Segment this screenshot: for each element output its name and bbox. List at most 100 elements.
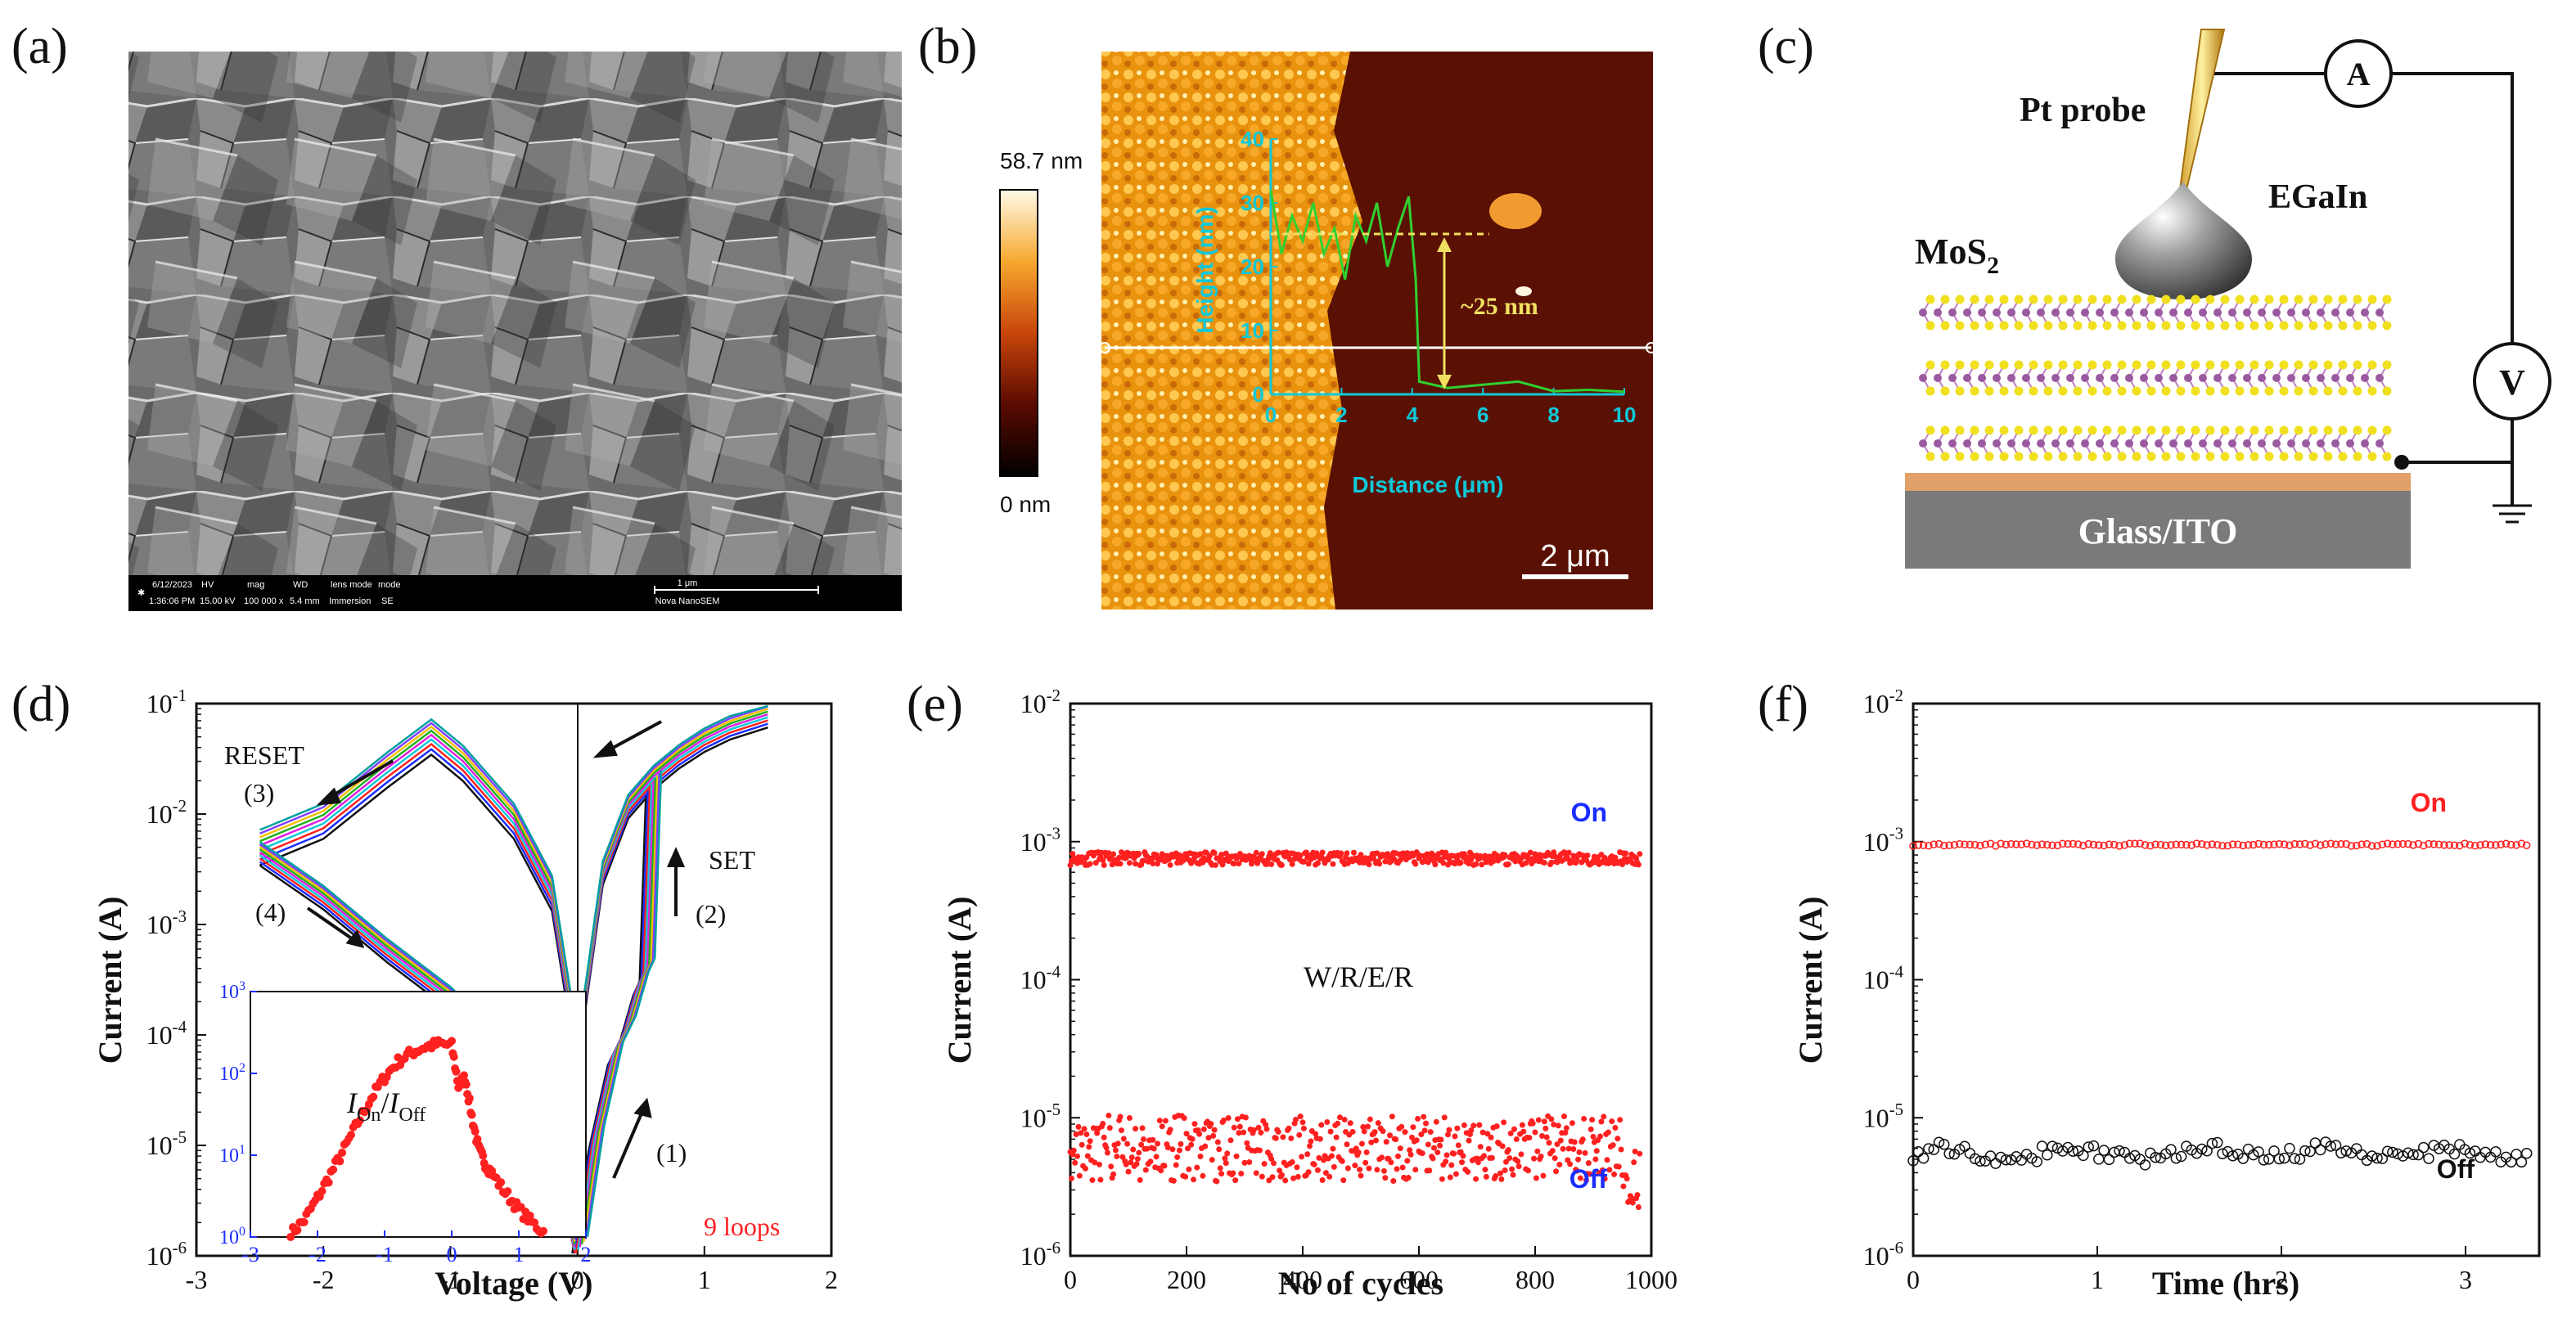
iv-curve-loop-5 (259, 733, 576, 1036)
s-atom (1955, 452, 1965, 461)
afm-profile-end (1646, 342, 1657, 353)
off-point (1454, 1125, 1461, 1131)
on-point (1211, 849, 1218, 856)
off-point (2170, 1152, 2182, 1164)
sem-databar (128, 575, 902, 611)
off-point (1161, 1163, 1168, 1169)
on-point (2398, 839, 2407, 848)
s-atom (2073, 425, 2083, 435)
y-tick-label: 10-6 (1020, 1239, 1061, 1271)
off-point (1563, 1125, 1569, 1131)
on-point (2167, 841, 2175, 849)
s-atom (2264, 360, 2274, 370)
s-atom (2146, 321, 2156, 331)
s-atom (2220, 386, 2230, 396)
s-atom (2029, 425, 2038, 435)
on-point (2378, 840, 2387, 848)
s-atom (2087, 295, 2097, 304)
on-point (2425, 839, 2433, 848)
x-tick-label: 200 (1167, 1265, 1206, 1294)
off-point (1939, 1139, 1950, 1150)
s-atom (2338, 295, 2348, 304)
y-tick-label: 10-5 (1020, 1100, 1061, 1132)
off-point (1441, 1114, 1448, 1121)
off-point (1349, 1128, 1356, 1135)
s-atom (2279, 360, 2289, 370)
off-point (1289, 1158, 1295, 1165)
off-point (1397, 1145, 1403, 1152)
off-point (1236, 1123, 1243, 1130)
s-atom (2058, 452, 2068, 461)
off-point (1581, 1115, 1587, 1122)
inset-y-tick-label: 100 (219, 1225, 245, 1248)
on-point (1457, 859, 1464, 866)
voltmeter-label: V (2499, 362, 2525, 403)
ammeter-icon (2324, 39, 2393, 108)
off-point (1634, 1192, 1641, 1199)
off-point (2211, 1136, 2223, 1149)
on-point (2006, 839, 2015, 848)
on-point (1200, 859, 1206, 866)
off-point (2387, 1146, 2398, 1158)
inset-ratio-point (503, 1187, 512, 1196)
s-atom (1955, 425, 1965, 435)
on-point (1909, 842, 1917, 850)
off-point (1560, 1145, 1566, 1152)
off-point (1421, 1113, 1427, 1120)
off-point (1082, 1165, 1088, 1172)
s-atom (2073, 386, 2083, 396)
on-point (2486, 841, 2495, 849)
off-point (1506, 1155, 1513, 1162)
on-point (1451, 852, 1457, 859)
iv-curve-loop-9 (586, 957, 656, 1237)
off-point (1311, 1161, 1317, 1167)
s-atom (1999, 321, 2009, 331)
inset-ratio-point (525, 1211, 534, 1220)
inset-ratio-point (324, 1178, 333, 1187)
off-point (1214, 1178, 1220, 1185)
off-point (1173, 1162, 1179, 1168)
mo-atom (2331, 308, 2340, 317)
s-atom (2058, 321, 2068, 331)
s-atom (2220, 295, 2230, 304)
s-atom (2132, 425, 2141, 435)
off-point (1263, 1122, 1269, 1128)
off-point (1943, 1148, 1955, 1159)
on-point (1565, 849, 1572, 856)
on-point (2249, 840, 2258, 849)
mo-atom (2184, 374, 2192, 382)
off-point (1969, 1153, 1981, 1165)
colorbar-max: 58.7 nm (1000, 148, 1083, 173)
s-atom (2087, 321, 2097, 331)
off-point (1539, 1132, 1546, 1139)
on-point (1461, 851, 1467, 857)
on-point (2053, 841, 2062, 850)
y-tick-label: 10-4 (1020, 962, 1061, 994)
iv-curve-loop-6 (259, 729, 576, 1032)
s-atom (2338, 321, 2348, 331)
off-point (1108, 1163, 1115, 1170)
off-point (1362, 1159, 1369, 1166)
on-point (1432, 861, 1439, 868)
afm-mos2-region (1101, 52, 1362, 610)
s-atom (2279, 295, 2289, 304)
on-point (2100, 841, 2108, 850)
off-point (1393, 1136, 1399, 1143)
on-point (2254, 839, 2263, 848)
off-point (1184, 1145, 1191, 1152)
sem-lens-label: lens mode (331, 580, 372, 590)
on-point (2064, 839, 2072, 848)
off-point (1402, 1129, 1408, 1136)
egain-drop-icon (2115, 182, 2252, 299)
y-tick-label: 10-1 (146, 686, 187, 718)
s-atom (2294, 321, 2304, 331)
off-point (1189, 1136, 1196, 1142)
d-step2: (2) (696, 899, 726, 929)
on-point (2089, 840, 2098, 849)
mo-atom (2258, 374, 2266, 382)
s-atom (2102, 386, 2112, 396)
iv-curve-loop-3 (579, 719, 768, 1041)
off-point (1083, 1131, 1090, 1138)
panel-label-e: (e) (907, 677, 963, 732)
off-point (1553, 1168, 1560, 1175)
